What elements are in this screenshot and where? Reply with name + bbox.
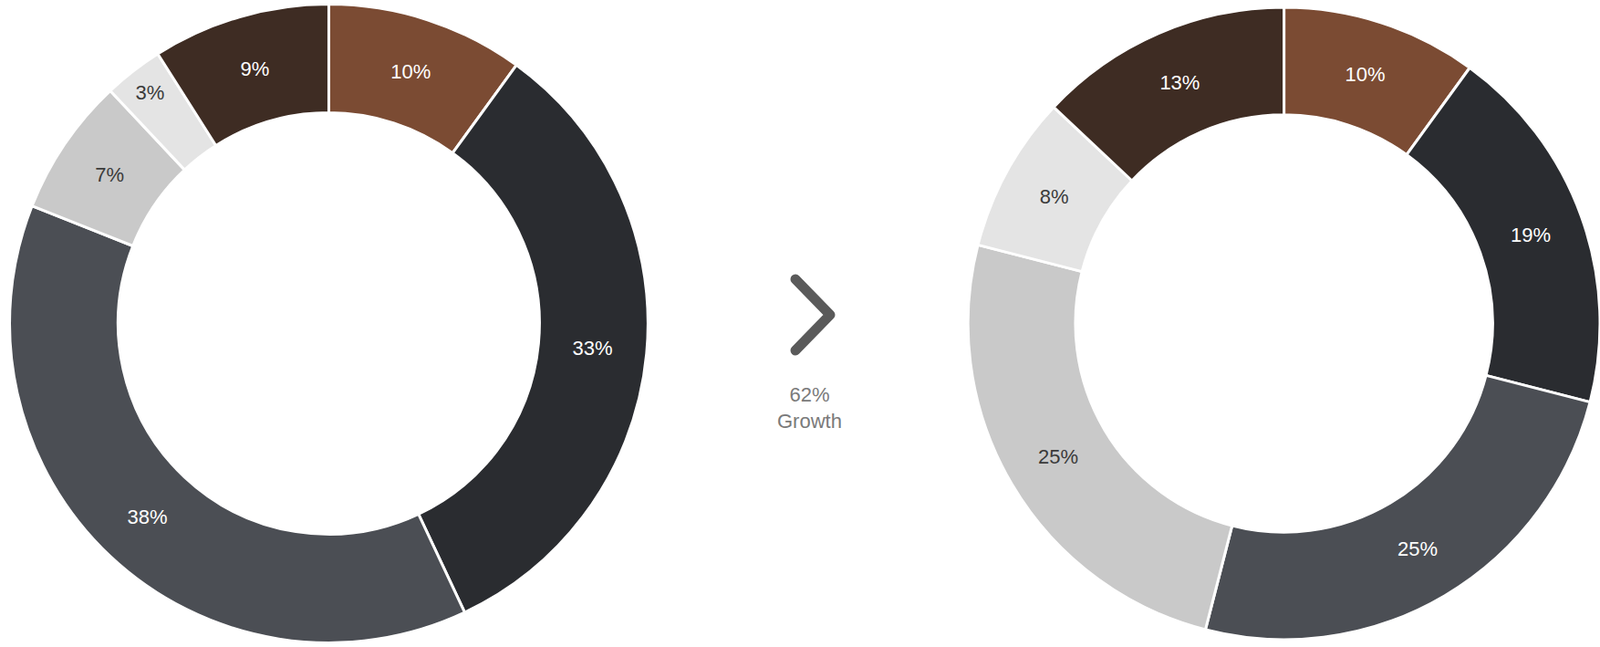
svg-text:33%: 33% <box>572 336 613 360</box>
svg-text:10%: 10% <box>390 60 431 84</box>
svg-text:25%: 25% <box>1397 537 1438 561</box>
svg-text:25%: 25% <box>1038 445 1079 468</box>
svg-text:7%: 7% <box>94 163 125 187</box>
svg-text:10%: 10% <box>1344 62 1385 86</box>
svg-text:9%: 9% <box>240 57 271 81</box>
svg-text:8%: 8% <box>1039 185 1070 208</box>
svg-text:19%: 19% <box>1510 223 1551 247</box>
svg-text:38%: 38% <box>127 505 168 529</box>
svg-text:62%Growth: 62%Growth <box>777 383 842 433</box>
svg-text:3%: 3% <box>135 81 166 104</box>
svg-text:13%: 13% <box>1159 71 1200 94</box>
